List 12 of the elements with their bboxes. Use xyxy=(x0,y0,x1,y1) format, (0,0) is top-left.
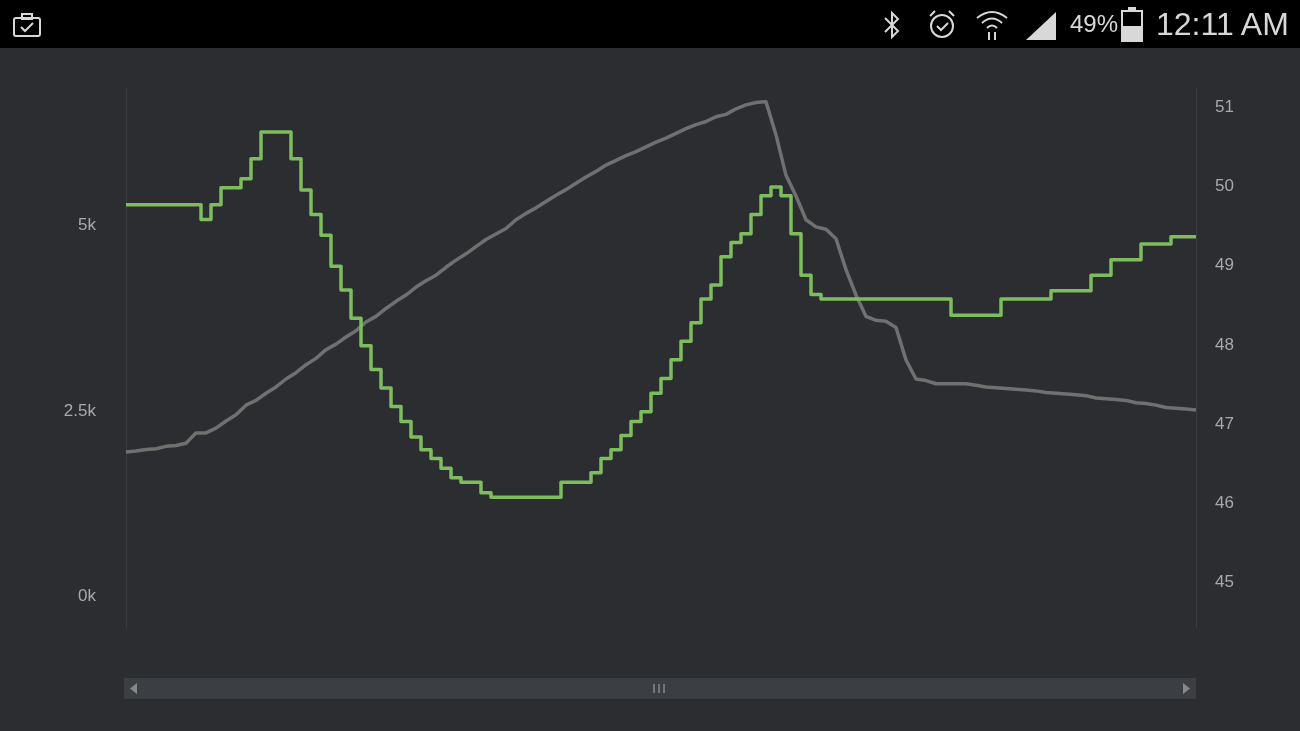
y2-tick-label: 50 xyxy=(1215,176,1234,196)
y2-tick-label: 48 xyxy=(1215,334,1234,354)
y2-tick-label: 49 xyxy=(1215,255,1234,275)
y-tick-label: 0k xyxy=(78,586,97,606)
y2-tick-label: 46 xyxy=(1215,493,1234,513)
text: 49% xyxy=(1070,10,1119,38)
y-tick-label: 2.5k xyxy=(63,400,97,420)
text: 12:11 AM xyxy=(1156,6,1289,43)
y-tick-label: 5k xyxy=(78,215,97,235)
y2-tick-label: 45 xyxy=(1215,572,1234,592)
y2-tick-label: 51 xyxy=(1215,96,1234,116)
y2-tick-label: 47 xyxy=(1215,413,1234,433)
